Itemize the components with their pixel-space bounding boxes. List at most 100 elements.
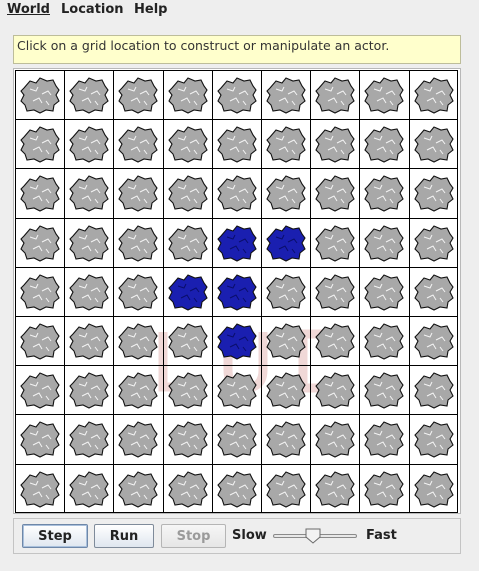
- rock-icon[interactable]: [264, 468, 308, 510]
- rock-icon[interactable]: [412, 468, 456, 510]
- rock-icon[interactable]: [313, 222, 357, 264]
- rock-icon[interactable]: [166, 172, 210, 214]
- rock-icon[interactable]: [67, 172, 111, 214]
- grid-line-horizontal: [15, 464, 458, 465]
- rock-icon[interactable]: [313, 123, 357, 165]
- rock-icon[interactable]: [313, 320, 357, 362]
- rock-icon[interactable]: [362, 369, 406, 411]
- step-button[interactable]: Step: [22, 524, 88, 548]
- blue-rock-icon[interactable]: [215, 222, 259, 264]
- rock-icon[interactable]: [116, 271, 160, 313]
- rock-icon[interactable]: [362, 74, 406, 116]
- rock-icon[interactable]: [166, 418, 210, 460]
- rock-icon[interactable]: [215, 418, 259, 460]
- rock-icon[interactable]: [264, 123, 308, 165]
- blue-rock-icon[interactable]: [215, 271, 259, 313]
- rock-icon[interactable]: [215, 123, 259, 165]
- blue-rock-icon[interactable]: [264, 222, 308, 264]
- rock-icon[interactable]: [264, 369, 308, 411]
- rock-icon[interactable]: [18, 418, 62, 460]
- menu-location[interactable]: Location: [61, 2, 124, 17]
- rock-icon[interactable]: [116, 369, 160, 411]
- rock-icon[interactable]: [116, 74, 160, 116]
- rock-icon[interactable]: [18, 320, 62, 362]
- rock-icon[interactable]: [264, 320, 308, 362]
- stop-button[interactable]: Stop: [161, 524, 226, 548]
- rock-icon[interactable]: [362, 123, 406, 165]
- grid-line-vertical: [310, 70, 311, 513]
- grid-line-vertical: [212, 70, 213, 513]
- rock-icon[interactable]: [166, 369, 210, 411]
- rock-icon[interactable]: [313, 418, 357, 460]
- rock-icon[interactable]: [67, 369, 111, 411]
- rock-icon[interactable]: [215, 172, 259, 214]
- rock-icon[interactable]: [166, 320, 210, 362]
- menu-world[interactable]: World: [7, 2, 50, 17]
- rock-icon[interactable]: [67, 271, 111, 313]
- rock-icon[interactable]: [18, 369, 62, 411]
- rock-icon[interactable]: [264, 74, 308, 116]
- rock-icon[interactable]: [116, 468, 160, 510]
- rock-icon[interactable]: [264, 271, 308, 313]
- blue-rock-icon[interactable]: [166, 271, 210, 313]
- rock-icon[interactable]: [18, 468, 62, 510]
- rock-icon[interactable]: [412, 123, 456, 165]
- rock-icon[interactable]: [412, 172, 456, 214]
- rock-icon[interactable]: [412, 320, 456, 362]
- rock-icon[interactable]: [313, 369, 357, 411]
- rock-icon[interactable]: [18, 172, 62, 214]
- rock-icon[interactable]: [166, 468, 210, 510]
- blue-rock-icon[interactable]: [215, 320, 259, 362]
- rock-icon[interactable]: [18, 271, 62, 313]
- rock-icon[interactable]: [166, 74, 210, 116]
- speed-slider-thumb[interactable]: [305, 528, 321, 544]
- world-grid[interactable]: [15, 70, 458, 513]
- rock-icon[interactable]: [412, 222, 456, 264]
- rock-icon[interactable]: [313, 172, 357, 214]
- rock-icon[interactable]: [18, 222, 62, 264]
- selected-cell[interactable]: [15, 70, 65, 120]
- rock-icon[interactable]: [18, 74, 62, 116]
- rock-icon[interactable]: [215, 74, 259, 116]
- rock-icon[interactable]: [362, 468, 406, 510]
- rock-icon[interactable]: [362, 222, 406, 264]
- rock-icon[interactable]: [67, 320, 111, 362]
- rock-icon[interactable]: [264, 418, 308, 460]
- rock-icon[interactable]: [264, 172, 308, 214]
- rock-icon[interactable]: [313, 74, 357, 116]
- rock-icon[interactable]: [412, 418, 456, 460]
- rock-icon[interactable]: [362, 271, 406, 313]
- step-button-label: Step: [38, 528, 72, 544]
- rock-icon[interactable]: [116, 418, 160, 460]
- grid-line-vertical: [113, 70, 114, 513]
- rock-icon[interactable]: [116, 222, 160, 264]
- rock-icon[interactable]: [67, 418, 111, 460]
- rock-icon[interactable]: [116, 172, 160, 214]
- rock-icon[interactable]: [67, 123, 111, 165]
- rock-icon[interactable]: [412, 369, 456, 411]
- rock-icon[interactable]: [166, 123, 210, 165]
- rock-icon[interactable]: [215, 369, 259, 411]
- rock-icon[interactable]: [313, 468, 357, 510]
- rock-icon[interactable]: [313, 271, 357, 313]
- rock-icon[interactable]: [67, 222, 111, 264]
- rock-icon[interactable]: [362, 418, 406, 460]
- grid-line-vertical: [457, 70, 458, 513]
- rock-icon[interactable]: [67, 468, 111, 510]
- rock-icon[interactable]: [166, 222, 210, 264]
- menu-help[interactable]: Help: [134, 2, 167, 17]
- rock-icon[interactable]: [412, 271, 456, 313]
- menu-location-label: Location: [61, 2, 124, 17]
- rock-icon[interactable]: [362, 320, 406, 362]
- slow-label: Slow: [232, 528, 267, 543]
- rock-icon[interactable]: [18, 123, 62, 165]
- grid-line-horizontal: [15, 168, 458, 169]
- rock-icon[interactable]: [215, 468, 259, 510]
- rock-icon[interactable]: [116, 320, 160, 362]
- rock-icon[interactable]: [362, 172, 406, 214]
- rock-icon[interactable]: [116, 123, 160, 165]
- run-button[interactable]: Run: [94, 524, 154, 548]
- rock-icon[interactable]: [412, 74, 456, 116]
- rock-icon[interactable]: [67, 74, 111, 116]
